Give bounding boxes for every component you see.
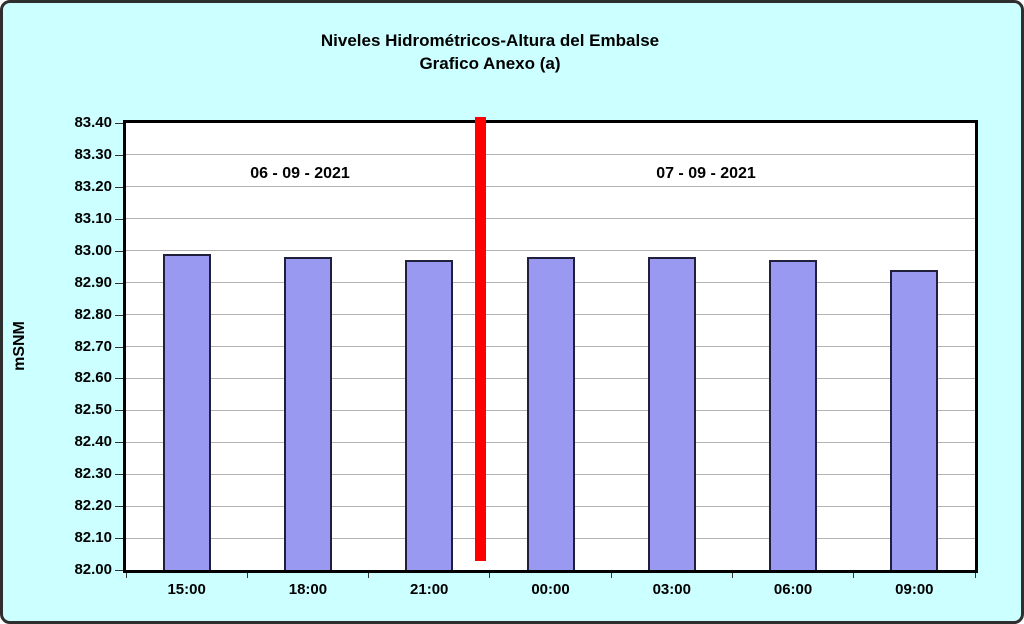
bar [526,257,575,570]
y-axis-tick [115,218,123,220]
x-axis-tick [853,573,855,578]
y-axis-tick [115,474,123,476]
chart-subtitle: Grafico Anexo (a) [419,54,561,73]
y-axis-tick [115,346,123,348]
y-axis-tick [115,506,123,508]
y-axis-tick-label: 82.90 [74,273,112,291]
date-annotation-right: 07 - 09 - 2021 [656,165,756,182]
y-axis-title: mSNM [11,321,28,371]
y-axis-tick-label: 83.00 [74,241,112,259]
y-axis-tick-label: 83.20 [74,177,112,195]
y-axis-tick-label: 82.80 [74,305,112,323]
y-axis-tick [115,250,123,252]
x-axis-tick-label: 03:00 [652,581,691,598]
y-axis-tick-label: 82.30 [74,465,112,483]
y-axis-tick-label: 82.70 [74,337,112,355]
x-axis-tick-label: 21:00 [410,581,449,598]
y-axis-tick-label: 82.00 [74,561,112,578]
bar [647,257,696,570]
y-axis-tick [115,378,123,380]
y-axis-tick [115,282,123,284]
bar [283,257,332,570]
y-axis-tick [115,442,123,444]
y-axis-tick [115,410,123,412]
x-axis-tick-label: 15:00 [167,581,206,598]
x-axis-tick [368,573,370,578]
y-axis-tick-label: 82.50 [74,401,112,419]
y-axis-tick-label: 83.30 [74,145,112,163]
x-axis-layer: 15:00 18:00 21:00 00:00 03:00 06:00 09:00 [125,123,976,598]
bar [162,253,211,570]
gridline [126,218,975,220]
x-axis-tick [610,573,612,578]
y-axis-tick-label: 82.10 [74,529,112,547]
x-axis-tick-label: 09:00 [895,581,934,598]
y-axis-tick [115,123,123,124]
y-axis-tick-label: 83.40 [74,114,112,131]
bars-layer [126,123,975,570]
x-axis-tick [125,573,127,578]
chart-title-block: Niveles Hidrométricos-Altura del Embalse… [3,29,977,75]
y-axis-tick-label: 82.60 [74,369,112,387]
x-axis-tick-label: 06:00 [773,581,813,598]
gridline [126,250,975,252]
x-axis-tick [246,573,248,578]
y-axis-tick [115,314,123,316]
y-axis-tick-label: 83.10 [74,209,112,227]
bar [405,260,454,570]
x-axis-tick [974,573,976,578]
y-axis-tick [115,186,123,188]
bar [769,260,818,570]
y-axis-tick [115,154,123,156]
chart-title: Niveles Hidrométricos-Altura del Embalse [320,31,660,50]
bar [890,269,939,570]
gridline [126,186,975,188]
date-divider-line [475,117,487,561]
date-annotation-left: 06 - 09 - 2021 [250,165,350,182]
plot-area: 15:00 18:00 21:00 00:00 03:00 06:00 09:00 [123,120,978,598]
x-axis-tick [489,573,491,578]
x-axis-tick [731,573,733,578]
y-axis-tick-label: 82.40 [74,433,112,451]
x-axis-tick-label: 00:00 [531,581,570,598]
y-axis-tick [115,570,123,571]
y-axis-tick-label: 82.20 [74,497,112,515]
gridline [126,154,975,156]
y-axis-tick [115,538,123,540]
x-axis-tick-label: 18:00 [288,581,328,598]
